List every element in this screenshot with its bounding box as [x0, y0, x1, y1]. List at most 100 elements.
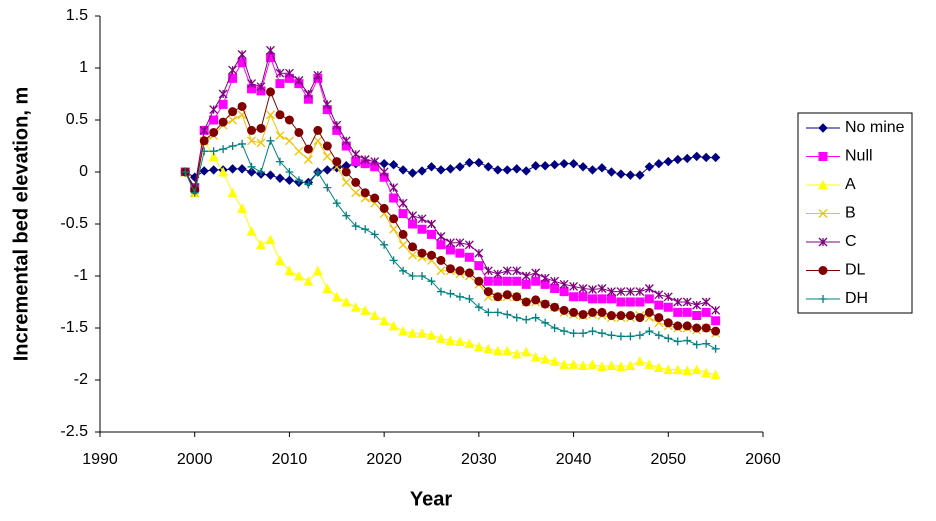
marker: [408, 219, 418, 229]
marker: [654, 300, 664, 310]
marker: [399, 266, 408, 275]
marker: [256, 82, 266, 92]
marker: [474, 341, 484, 352]
marker: [266, 45, 275, 55]
marker: [247, 125, 257, 135]
marker: [550, 302, 560, 312]
marker: [818, 237, 828, 247]
marker: [284, 175, 295, 186]
marker: [474, 248, 484, 258]
y-tick-label: -2: [74, 371, 88, 388]
marker: [341, 167, 351, 177]
marker: [465, 294, 474, 303]
marker: [408, 250, 418, 260]
marker: [246, 167, 257, 177]
marker: [540, 299, 550, 309]
marker: [388, 320, 399, 331]
y-tick-label: 0.5: [66, 111, 88, 128]
y-axis-title: Incremental bed elevation, m: [10, 87, 32, 362]
marker: [682, 321, 692, 331]
marker: [379, 167, 389, 177]
marker: [672, 364, 683, 375]
marker: [398, 209, 408, 219]
marker: [493, 269, 503, 279]
marker: [597, 307, 607, 317]
marker: [237, 203, 247, 213]
marker: [408, 211, 418, 221]
marker: [398, 198, 408, 208]
marker: [417, 214, 427, 224]
x-tick-label: 2010: [272, 451, 308, 468]
marker: [257, 168, 266, 176]
marker: [238, 139, 247, 148]
marker: [588, 327, 597, 336]
legend: No mine Null ABC DL DH: [797, 112, 913, 314]
marker: [493, 276, 503, 286]
x-tick-label: 2030: [461, 451, 497, 468]
marker: [673, 321, 683, 331]
marker: [540, 273, 550, 283]
marker: [692, 340, 701, 349]
marker: [284, 115, 294, 125]
marker: [209, 115, 219, 125]
marker: [502, 290, 512, 300]
marker: [218, 166, 228, 177]
marker: [389, 183, 399, 193]
marker: [578, 292, 588, 302]
marker: [616, 361, 626, 371]
marker: [492, 345, 503, 356]
marker: [303, 155, 313, 164]
marker: [569, 307, 579, 317]
marker: [455, 238, 465, 248]
marker: [606, 167, 617, 177]
marker: [294, 146, 304, 156]
marker: [350, 302, 361, 312]
series: [180, 45, 721, 315]
marker: [294, 127, 304, 137]
marker: [436, 232, 446, 241]
marker: [682, 153, 692, 164]
marker: [436, 287, 445, 296]
marker: [294, 176, 303, 185]
marker: [218, 117, 228, 127]
marker: [644, 162, 655, 172]
marker: [511, 348, 522, 359]
marker: [436, 333, 446, 343]
marker: [682, 365, 693, 376]
marker: [351, 149, 361, 159]
marker: [710, 152, 721, 163]
marker: [388, 160, 399, 170]
marker: [266, 136, 275, 145]
marker: [568, 359, 579, 369]
legend-label: No mine: [845, 119, 905, 136]
marker: [313, 70, 323, 80]
marker: [531, 268, 541, 278]
marker: [587, 359, 598, 369]
marker: [436, 255, 446, 265]
marker: [351, 157, 361, 167]
marker: [407, 328, 418, 338]
x-tick-label: 2060: [745, 451, 781, 468]
marker: [701, 152, 711, 163]
marker: [569, 292, 579, 302]
marker: [818, 266, 828, 275]
marker: [351, 188, 361, 198]
marker: [588, 285, 597, 294]
marker: [227, 164, 238, 174]
marker: [663, 156, 673, 167]
marker: [436, 165, 446, 175]
marker: [275, 157, 284, 166]
marker: [493, 292, 503, 302]
marker: [625, 297, 635, 307]
marker: [209, 105, 219, 115]
marker: [181, 168, 190, 176]
marker: [332, 163, 342, 173]
marker: [692, 323, 702, 333]
marker: [464, 338, 475, 349]
marker: [455, 266, 465, 276]
marker: [427, 250, 436, 260]
marker: [341, 136, 351, 146]
marker: [483, 162, 494, 172]
marker: [361, 225, 370, 234]
